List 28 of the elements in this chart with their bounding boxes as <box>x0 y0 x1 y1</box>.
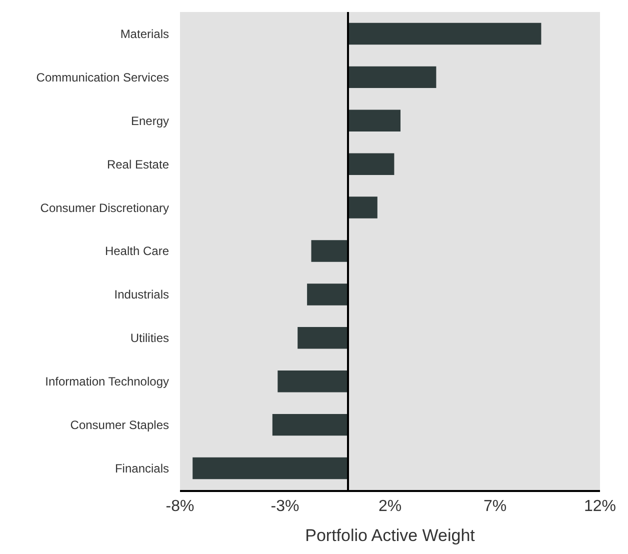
bar <box>348 196 378 218</box>
y-tick-label: Utilities <box>130 331 169 346</box>
x-tick-label: -3% <box>270 498 300 516</box>
bar <box>272 414 348 436</box>
y-tick-label: Health Care <box>104 244 170 258</box>
bar <box>348 110 400 132</box>
y-tick-label: Energy <box>130 114 169 128</box>
bar <box>311 240 348 262</box>
bar <box>278 370 348 392</box>
y-tick-label: Information Technology <box>45 374 169 389</box>
bar <box>348 22 542 45</box>
bar <box>192 457 348 480</box>
y-tick-label: Communication Services <box>36 70 169 84</box>
x-tick-label: -8% <box>166 498 194 516</box>
x-axis-title: Portfolio Active Weight <box>305 526 476 546</box>
y-tick-label: Financials <box>114 461 169 476</box>
bar <box>348 66 436 88</box>
x-tick-label: 7% <box>483 498 507 516</box>
x-tick-label: 2% <box>378 498 402 516</box>
y-tick-label: Consumer Staples <box>70 418 169 432</box>
y-tick-label: Consumer Discretionary <box>40 200 169 215</box>
bar <box>307 284 348 306</box>
x-tick-label: 12% <box>584 498 616 516</box>
bar <box>298 327 348 349</box>
y-tick-label: Industrials <box>114 288 169 302</box>
y-tick-label: Materials <box>120 26 169 41</box>
y-tick-label: Real Estate <box>106 157 170 172</box>
bar <box>348 153 394 175</box>
